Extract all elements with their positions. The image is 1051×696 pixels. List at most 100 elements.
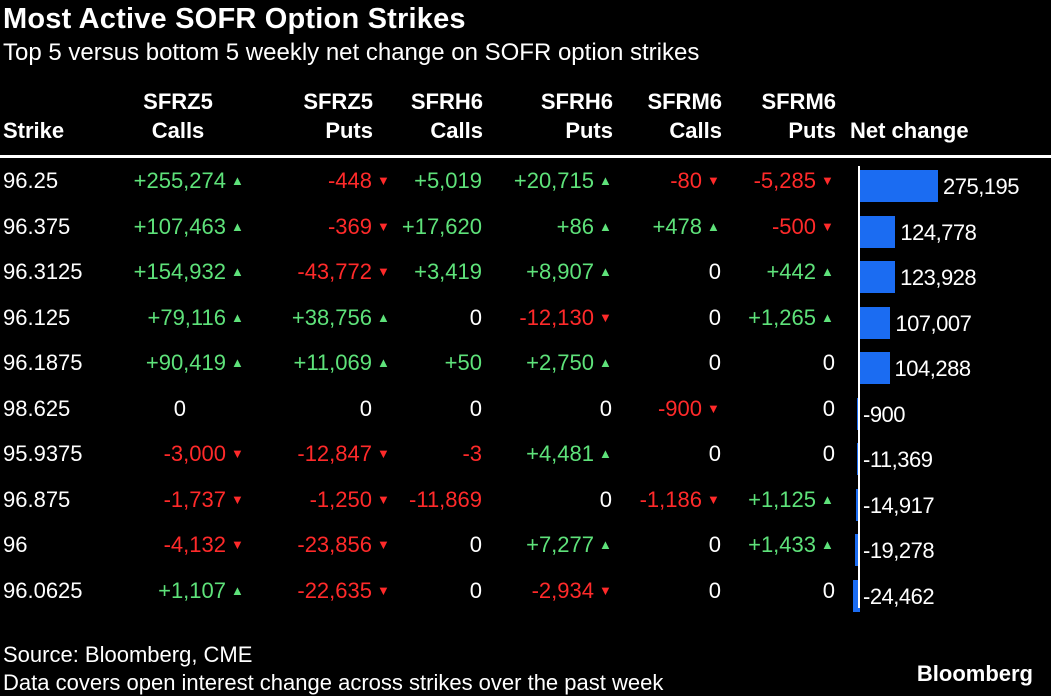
strike-cell: 98.625	[3, 395, 71, 421]
up-triangle-icon: ▲	[231, 355, 244, 370]
strike-cell: 96.1875	[3, 350, 83, 375]
value-cell: -900	[657, 395, 702, 421]
down-triangle-icon: ▼	[707, 173, 720, 188]
header-strike: Strike	[3, 118, 65, 143]
table-row: 96.125 +79,116 ▲ +38,756 ▲ 0 -12,130 ▼ 0 +1,265 ▲ 1…	[0, 295, 1051, 341]
value-cell: 0	[469, 532, 482, 557]
chart-subtitle: Top 5 versus bottom 5 weekly net change …	[3, 39, 700, 66]
up-triangle-icon: ▲	[821, 491, 834, 507]
value-cell: -11,869	[409, 486, 482, 512]
strike-cell: 95.9375	[3, 441, 83, 466]
header-line: SFRM6	[647, 89, 722, 114]
up-triangle-icon: ▲	[377, 309, 390, 325]
header-sfrh6-puts: SFRH6 Puts	[541, 87, 613, 145]
net-change-label: -19,278	[863, 538, 935, 563]
up-triangle-icon: ▲	[599, 264, 612, 279]
header-line: Calls	[430, 118, 483, 143]
strike-cell: 96.375	[3, 213, 71, 239]
value-cell: +11,069	[293, 350, 372, 375]
value-cell: 0	[822, 577, 835, 603]
value-cell: 0	[469, 304, 482, 330]
net-change-label: 123,928	[900, 265, 977, 290]
down-triangle-icon: ▼	[821, 218, 834, 234]
net-change-label: 104,288	[894, 356, 972, 381]
value-cell: -448	[327, 168, 372, 193]
header-line: Calls	[669, 118, 722, 143]
header-sfrh6-calls: SFRH6 Calls	[411, 87, 483, 145]
value-cell: -1,250	[309, 486, 372, 512]
value-cell: +5,019	[414, 168, 482, 193]
up-triangle-icon: ▲	[599, 218, 612, 234]
up-triangle-icon: ▲	[821, 309, 834, 325]
up-triangle-icon: ▲	[231, 218, 244, 234]
value-cell: 0	[708, 532, 721, 557]
net-change-bar	[855, 488, 860, 521]
value-cell: +90,419	[145, 350, 226, 375]
value-cell: +8,907	[526, 259, 594, 284]
header-line: SFRH6	[410, 89, 483, 114]
header-line: SFRZ5	[303, 89, 373, 114]
up-triangle-icon: ▲	[231, 309, 244, 325]
table-row: 96.0625 +1,107 ▲ -22,635 ▼ 0 -2,934 ▼ 0 0 -24,462	[0, 568, 1051, 614]
value-cell: 0	[708, 577, 721, 603]
value-cell: +3,419	[414, 259, 482, 284]
down-triangle-icon: ▼	[599, 582, 612, 598]
down-triangle-icon: ▼	[599, 309, 612, 325]
strike-cell: 96.0625	[3, 577, 83, 603]
value-cell: -4,132	[163, 532, 226, 557]
value-cell: 0	[359, 395, 372, 421]
value-cell: +86	[556, 213, 594, 239]
table-row: 96.1875 +90,419 ▲ +11,069 ▲ +50 +2,750 ▲ 0 0 104,2…	[0, 340, 1051, 386]
value-cell: +38,756	[291, 304, 372, 330]
table-row: 96.25 +255,274 ▲ -448 ▼ +5,019 +20,715 ▲ -80 ▼ -5,…	[0, 158, 1051, 204]
up-triangle-icon: ▲	[599, 446, 612, 461]
up-triangle-icon: ▲	[599, 173, 612, 188]
strike-cell: 96	[3, 532, 28, 557]
value-cell: +255,274	[133, 168, 226, 193]
value-cell: 0	[708, 441, 721, 466]
net-change-label: 124,778	[900, 219, 977, 245]
net-change-label: -14,917	[863, 492, 935, 518]
down-triangle-icon: ▼	[707, 491, 720, 507]
strike-cell: 96.25	[3, 168, 59, 193]
value-cell: +1,107	[158, 577, 226, 603]
value-cell: 0	[708, 350, 721, 375]
up-triangle-icon: ▲	[377, 355, 390, 370]
header-line: Calls	[151, 118, 205, 143]
header-sfrm6-calls: SFRM6 Calls	[647, 87, 722, 145]
value-cell: +4,481	[526, 441, 594, 466]
net-change-label: 275,195	[943, 174, 1020, 199]
table-row: 96 -4,132 ▼ -23,856 ▼ 0 +7,277 ▲ 0 +1,433 ▲ -19,278	[0, 522, 1051, 568]
value-cell: +50	[444, 350, 482, 375]
value-cell: 0	[469, 395, 482, 421]
value-cell: -22,635	[297, 577, 372, 603]
down-triangle-icon: ▼	[377, 446, 390, 461]
net-change-bar	[860, 215, 896, 248]
header-net-change: Net change	[850, 118, 969, 143]
value-cell: -369	[327, 213, 372, 239]
up-triangle-icon: ▲	[231, 582, 244, 598]
value-cell: +7,277	[526, 532, 594, 557]
strike-cell: 96.3125	[3, 259, 83, 284]
value-cell: +79,116	[147, 304, 226, 330]
header-line: Puts	[565, 118, 613, 143]
header-line: Puts	[325, 118, 373, 143]
down-triangle-icon: ▼	[231, 446, 244, 461]
value-cell: +1,433	[748, 532, 816, 557]
chart-title: Most Active SOFR Option Strikes	[3, 3, 466, 35]
value-cell: +2,750	[526, 350, 594, 375]
table-row: 95.9375 -3,000 ▼ -12,847 ▼ -3 +4,481 ▲ 0 0 -11,369	[0, 431, 1051, 477]
value-cell: 0	[822, 350, 835, 375]
strike-cell: 96.875	[3, 486, 71, 512]
header-line: SFRM6	[761, 89, 836, 114]
up-triangle-icon: ▲	[707, 218, 720, 234]
value-cell: +478	[652, 213, 702, 239]
value-cell: +17,620	[401, 213, 482, 239]
value-cell: +1,265	[748, 304, 816, 330]
strike-cell: 96.125	[3, 304, 71, 330]
value-cell: -500	[771, 213, 816, 239]
header-sfrz5-puts: SFRZ5 Puts	[303, 87, 373, 145]
net-change-bar	[860, 352, 890, 384]
down-triangle-icon: ▼	[377, 173, 390, 188]
net-change-label: -11,369	[863, 447, 933, 472]
